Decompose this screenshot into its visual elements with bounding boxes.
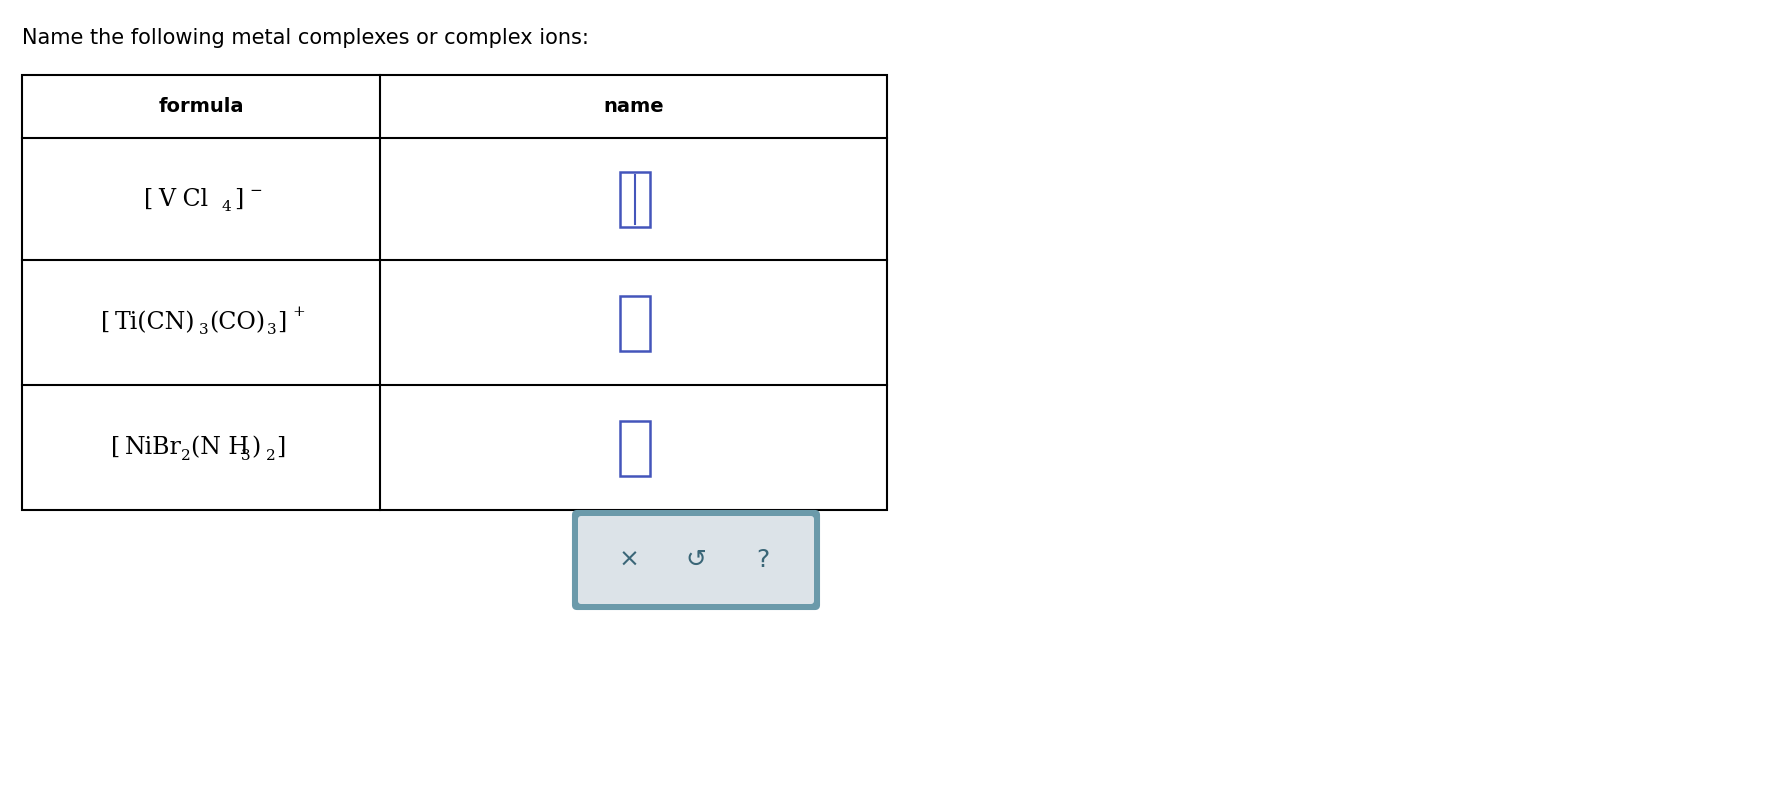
Bar xyxy=(21,75,886,510)
Text: 3: 3 xyxy=(241,448,250,463)
Text: 4: 4 xyxy=(222,200,232,214)
Text: ]: ] xyxy=(277,311,285,334)
Bar xyxy=(619,172,649,226)
Text: (CO): (CO) xyxy=(209,311,264,334)
Text: 2: 2 xyxy=(181,448,191,463)
Text: ×: × xyxy=(619,548,640,572)
Text: ): ) xyxy=(250,436,261,459)
Text: 3: 3 xyxy=(268,323,277,338)
Text: Name the following metal complexes or complex ions:: Name the following metal complexes or co… xyxy=(21,28,589,48)
Text: ?: ? xyxy=(755,548,769,572)
Bar xyxy=(619,421,649,476)
Text: ]: ] xyxy=(234,188,243,210)
Text: 3: 3 xyxy=(199,323,209,338)
Text: name: name xyxy=(603,97,663,116)
Text: ]: ] xyxy=(277,436,285,459)
Text: (N H: (N H xyxy=(191,436,248,459)
Text: −: − xyxy=(248,184,262,198)
Text: V Cl: V Cl xyxy=(158,188,207,210)
Text: ↺: ↺ xyxy=(684,548,706,572)
Text: Ti(CN): Ti(CN) xyxy=(115,311,195,334)
FancyBboxPatch shape xyxy=(578,516,814,604)
Text: formula: formula xyxy=(158,97,243,116)
Text: [: [ xyxy=(101,311,110,334)
Text: NiBr: NiBr xyxy=(124,436,183,459)
Text: +: + xyxy=(293,305,305,319)
Text: 2: 2 xyxy=(266,448,275,463)
Bar xyxy=(619,296,649,351)
Text: [: [ xyxy=(144,188,152,210)
FancyBboxPatch shape xyxy=(573,511,819,609)
Text: [: [ xyxy=(112,436,121,459)
